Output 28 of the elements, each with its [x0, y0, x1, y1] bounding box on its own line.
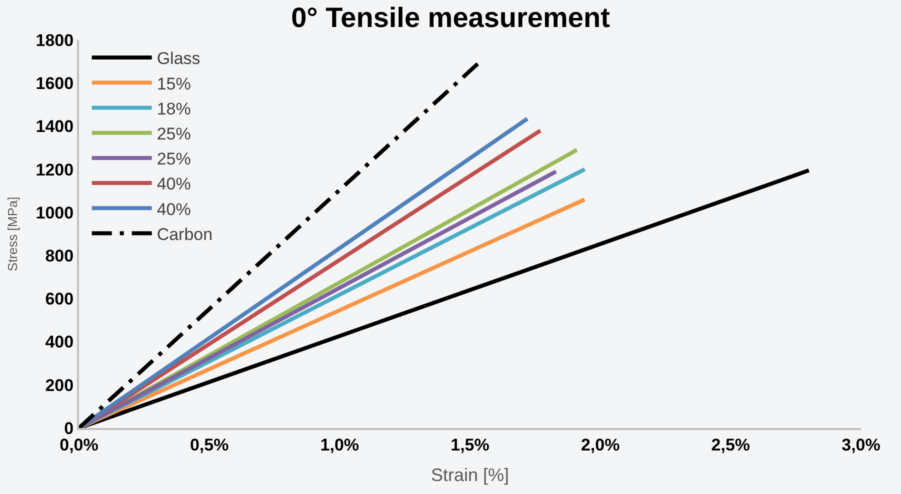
x-tick-label: 2,5%: [711, 435, 750, 454]
y-axis-title: Stress [MPa]: [5, 196, 20, 272]
y-tick-label: 0: [64, 418, 74, 438]
legend-label: Glass: [156, 49, 200, 68]
legend-label: 40%: [156, 174, 191, 194]
chart-title: 0° Tensile measurement: [291, 2, 610, 34]
legend-label: 40%: [156, 200, 191, 219]
legend-label: 25%: [156, 124, 191, 144]
y-tick-label: 800: [45, 246, 74, 266]
legend-label: 25%: [156, 150, 191, 169]
legend-label: Carbon: [156, 224, 213, 244]
y-tick-label: 200: [45, 376, 74, 395]
x-tick-label: 0,0%: [60, 435, 98, 454]
x-axis-title: Strain [%]: [430, 465, 510, 485]
y-tick-label: 400: [45, 332, 74, 352]
x-tick-label: 0,5%: [190, 435, 229, 454]
x-tick-label: 2,0%: [580, 435, 620, 454]
x-tick-label: 1,5%: [450, 435, 490, 454]
legend-label: 15%: [156, 74, 191, 94]
y-tick-label: 1600: [36, 74, 74, 94]
y-tick-label: 1800: [36, 30, 74, 50]
y-tick-label: 1000: [36, 203, 74, 222]
x-tick-label: 3,0%: [842, 435, 880, 454]
x-tick-label: 1,0%: [320, 435, 360, 454]
y-tick-label: 600: [45, 290, 74, 309]
legend-label: 18%: [156, 99, 191, 118]
y-tick-label: 1400: [36, 117, 74, 136]
y-tick-label: 1200: [36, 160, 74, 180]
